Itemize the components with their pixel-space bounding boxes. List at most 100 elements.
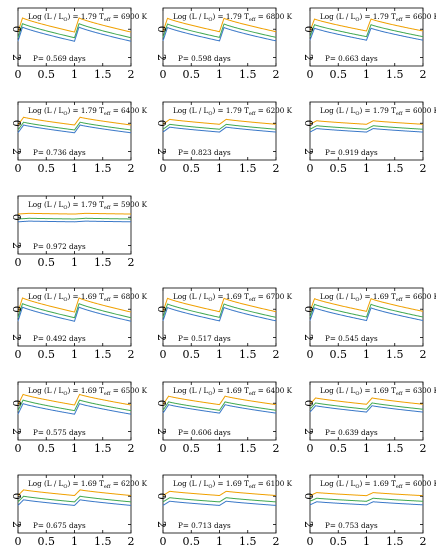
x-tick-label: 2 xyxy=(420,442,427,455)
x-tick-label: 1.5 xyxy=(386,348,404,361)
series-line-green xyxy=(162,401,277,411)
panel-6: 0 0.5 1 1.5 2 0 2 Log (L / LO) = 1.79 Teff = 60… xyxy=(302,101,436,175)
panel-7: 0 0.5 1 1.5 2 0 2 Log (L / LO) = 1.79 Teff = 59… xyxy=(10,195,148,269)
series-line-green xyxy=(309,402,424,410)
panel-12: 0 0.5 1 1.5 2 0 2 Log (L / LO) = 1.69 Teff = 64… xyxy=(155,381,293,455)
x-tick-label: 2 xyxy=(128,162,135,175)
period-label: P= 0.492 days xyxy=(33,334,86,343)
period-label: P= 0.972 days xyxy=(33,242,86,251)
y-tick-label: 2 xyxy=(10,54,23,61)
series-line-blue xyxy=(162,500,277,506)
y-tick-label: 2 xyxy=(302,148,315,155)
panel-title: Log (L / LO) = 1.79 Teff = 5900 K xyxy=(28,200,148,211)
y-tick-label: 0 xyxy=(155,400,168,407)
panel-title: Log (L / LO) = 1.79 Teff = 6600 K xyxy=(320,12,436,23)
series-line-blue xyxy=(162,126,277,133)
series-line-blue xyxy=(309,307,424,322)
x-tick-label: 1.5 xyxy=(94,348,112,361)
series-line-green xyxy=(17,22,132,39)
panel-title: Log (L / LO) = 1.69 Teff = 6700 K xyxy=(173,292,293,303)
series-line-green xyxy=(162,497,277,503)
x-tick-label: 0 xyxy=(15,256,22,269)
series-line-orange xyxy=(309,120,424,125)
series-line-orange xyxy=(309,397,424,405)
x-tick-label: 0 xyxy=(160,162,167,175)
panel-title: Log (L / LO) = 1.79 Teff = 6800 K xyxy=(173,12,293,23)
panel-title: Log (L / LO) = 1.69 Teff = 6400 K xyxy=(173,386,293,397)
x-tick-label: 1.5 xyxy=(94,256,112,269)
x-tick-label: 1.5 xyxy=(386,442,404,455)
x-tick-label: 0.5 xyxy=(330,68,348,81)
series-line-blue xyxy=(17,306,132,322)
x-tick-label: 1.5 xyxy=(239,68,257,81)
x-tick-label: 1 xyxy=(71,442,78,455)
x-tick-label: 2 xyxy=(420,535,427,548)
y-tick-label: 0 xyxy=(10,400,23,407)
x-tick-label: 1 xyxy=(363,535,370,548)
panel-9: 0 0.5 1 1.5 2 0 2 Log (L / LO) = 1.69 Teff = 67… xyxy=(155,287,293,361)
x-tick-label: 0.5 xyxy=(330,162,348,175)
x-tick-label: 1.5 xyxy=(239,535,257,548)
y-tick-label: 2 xyxy=(155,54,168,61)
x-tick-label: 1 xyxy=(363,162,370,175)
panel-11: 0 0.5 1 1.5 2 0 2 Log (L / LO) = 1.69 Teff = 65… xyxy=(10,381,148,455)
period-label: P= 0.575 days xyxy=(33,428,86,437)
period-label: P= 0.823 days xyxy=(178,148,231,157)
panel-1: 0 0.5 1 1.5 2 0 2 Log (L / LO) = 1.79 Teff = 69… xyxy=(10,7,148,81)
x-tick-label: 0 xyxy=(15,348,22,361)
x-tick-label: 0 xyxy=(160,535,167,548)
series-line-blue xyxy=(162,306,277,322)
series-line-orange xyxy=(162,297,277,313)
y-tick-label: 2 xyxy=(302,54,315,61)
x-tick-label: 2 xyxy=(420,68,427,81)
x-tick-label: 1.5 xyxy=(239,162,257,175)
period-label: P= 0.598 days xyxy=(178,54,231,63)
panel-5: 0 0.5 1 1.5 2 0 2 Log (L / LO) = 1.79 Teff = 62… xyxy=(155,101,293,175)
y-tick-label: 0 xyxy=(10,120,23,127)
x-tick-label: 0 xyxy=(307,535,314,548)
series-line-blue xyxy=(17,499,132,506)
series-line-green xyxy=(17,495,132,503)
x-tick-label: 0.5 xyxy=(330,442,348,455)
y-tick-label: 0 xyxy=(10,214,23,221)
series-line-orange xyxy=(17,297,132,313)
y-tick-label: 2 xyxy=(10,334,23,341)
panel-title: Log (L / LO) = 1.79 Teff = 6400 K xyxy=(28,106,148,117)
period-label: P= 0.919 days xyxy=(325,148,378,157)
y-tick-label: 2 xyxy=(155,334,168,341)
y-tick-label: 2 xyxy=(10,428,23,435)
series-line-blue xyxy=(309,405,424,413)
x-tick-label: 2 xyxy=(128,256,135,269)
series-line-blue xyxy=(309,27,424,41)
series-line-blue xyxy=(17,124,132,134)
x-tick-label: 2 xyxy=(420,348,427,361)
x-tick-label: 0 xyxy=(15,68,22,81)
x-tick-label: 2 xyxy=(273,162,280,175)
x-tick-label: 0.5 xyxy=(38,256,56,269)
y-tick-label: 0 xyxy=(302,306,315,313)
y-tick-label: 0 xyxy=(155,120,168,127)
panel-4: 0 0.5 1 1.5 2 0 2 Log (L / LO) = 1.79 Teff = 64… xyxy=(10,101,148,175)
x-tick-label: 0 xyxy=(160,348,167,361)
panel-title: Log (L / LO) = 1.69 Teff = 6100 K xyxy=(173,479,293,490)
x-tick-label: 0.5 xyxy=(38,68,56,81)
period-label: P= 0.753 days xyxy=(325,521,378,530)
x-tick-label: 2 xyxy=(273,68,280,81)
panel-title: Log (L / LO) = 1.79 Teff = 6000 K xyxy=(320,106,436,117)
panel-title: Log (L / LO) = 1.69 Teff = 6500 K xyxy=(28,386,148,397)
x-tick-label: 1 xyxy=(216,68,223,81)
series-line-green xyxy=(17,121,132,131)
y-tick-label: 0 xyxy=(302,26,315,33)
x-tick-label: 2 xyxy=(273,535,280,548)
panel-14: 0 0.5 1 1.5 2 0 2 Log (L / LO) = 1.69 Teff = 62… xyxy=(10,474,148,548)
x-tick-label: 0.5 xyxy=(183,348,201,361)
panel-title: Log (L / LO) = 1.69 Teff = 6200 K xyxy=(28,479,148,490)
x-tick-label: 1 xyxy=(71,162,78,175)
x-tick-label: 0.5 xyxy=(38,442,56,455)
x-tick-label: 1.5 xyxy=(386,68,404,81)
period-label: P= 0.545 days xyxy=(325,334,378,343)
series-line-green xyxy=(17,302,132,319)
x-tick-label: 0 xyxy=(15,442,22,455)
x-tick-label: 2 xyxy=(128,348,135,361)
